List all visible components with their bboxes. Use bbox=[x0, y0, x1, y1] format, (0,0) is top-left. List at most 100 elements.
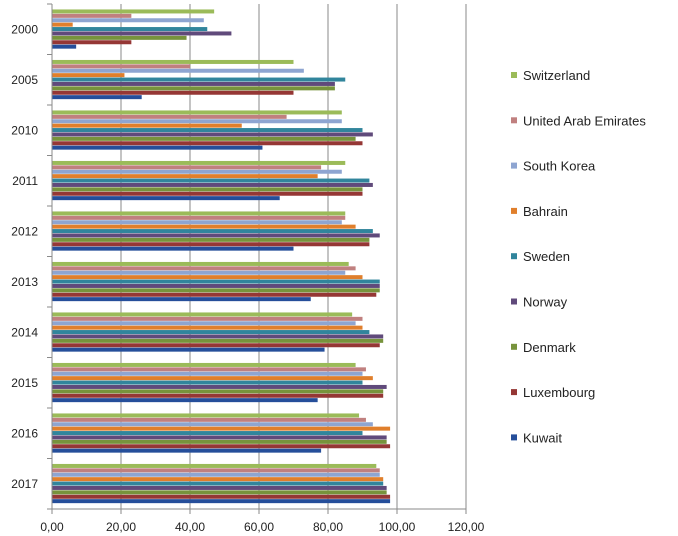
x-tick-label: 0,00 bbox=[40, 520, 64, 534]
legend-swatch bbox=[511, 343, 517, 350]
bar bbox=[52, 413, 360, 418]
bar bbox=[52, 145, 263, 150]
bar bbox=[52, 229, 373, 234]
legend-swatch bbox=[511, 253, 517, 260]
bar bbox=[52, 242, 370, 247]
bar bbox=[52, 35, 187, 40]
bar bbox=[52, 266, 356, 271]
bar bbox=[52, 325, 363, 330]
bar bbox=[52, 95, 142, 100]
bar bbox=[52, 321, 356, 326]
bar bbox=[52, 27, 208, 32]
bar bbox=[52, 123, 242, 128]
bars-group bbox=[52, 9, 391, 504]
bar bbox=[52, 485, 387, 490]
bar bbox=[52, 160, 346, 165]
bar bbox=[52, 343, 380, 348]
x-tick-label: 20,00 bbox=[106, 520, 136, 534]
axes-group: 0,00 20,00 40,00 60,00 80,00 100,00 120,00 2000… bbox=[11, 3, 485, 534]
bar bbox=[52, 59, 294, 64]
legend-label: South Korea bbox=[523, 159, 596, 174]
bar bbox=[52, 422, 373, 427]
legend-swatch bbox=[511, 162, 517, 169]
bar bbox=[52, 220, 342, 225]
bar bbox=[52, 279, 380, 284]
bar bbox=[52, 494, 391, 499]
bar bbox=[52, 371, 363, 376]
bar bbox=[52, 288, 380, 293]
bar bbox=[52, 297, 311, 302]
bar bbox=[52, 110, 342, 115]
bar bbox=[52, 246, 294, 251]
x-tick-label: 60,00 bbox=[244, 520, 274, 534]
legend-swatch bbox=[511, 207, 517, 214]
bar bbox=[52, 211, 346, 216]
bar bbox=[52, 141, 363, 146]
bar bbox=[52, 347, 325, 352]
bar bbox=[52, 367, 366, 372]
bar bbox=[52, 275, 363, 280]
bar bbox=[52, 463, 377, 468]
legend-label: Switzerland bbox=[523, 68, 590, 83]
bar bbox=[52, 13, 132, 18]
bar bbox=[52, 426, 391, 431]
bar bbox=[52, 22, 73, 27]
bar bbox=[52, 444, 391, 449]
bar bbox=[52, 439, 387, 444]
bar bbox=[52, 128, 363, 133]
bar bbox=[52, 393, 384, 398]
category-label: 2005 bbox=[11, 73, 38, 87]
category-label: 2012 bbox=[11, 224, 38, 238]
bar bbox=[52, 81, 335, 86]
bar bbox=[52, 283, 380, 288]
bar bbox=[52, 224, 356, 229]
bar bbox=[52, 40, 132, 45]
bar bbox=[52, 431, 363, 436]
category-label: 2017 bbox=[11, 477, 38, 491]
x-tick-label: 80,00 bbox=[313, 520, 343, 534]
bar bbox=[52, 178, 370, 183]
bar bbox=[52, 477, 384, 482]
bar bbox=[52, 270, 346, 275]
bar bbox=[52, 398, 318, 403]
bar bbox=[52, 384, 387, 389]
legend-swatch bbox=[511, 72, 517, 78]
bar bbox=[52, 174, 318, 179]
bar bbox=[52, 191, 363, 196]
bar bbox=[52, 9, 215, 14]
bar bbox=[52, 196, 280, 201]
bar bbox=[52, 68, 304, 73]
bar bbox=[52, 362, 356, 367]
legend-swatch bbox=[511, 434, 517, 441]
bar bbox=[52, 136, 356, 141]
bar bbox=[52, 448, 322, 453]
bar bbox=[52, 18, 204, 23]
category-label: 2013 bbox=[11, 275, 38, 289]
legend-label: Sweden bbox=[523, 249, 570, 264]
bar bbox=[52, 435, 387, 440]
legend-swatch bbox=[511, 389, 517, 396]
legend-label: Norway bbox=[523, 295, 568, 310]
bar bbox=[52, 417, 366, 422]
bar bbox=[52, 481, 384, 486]
bar bbox=[52, 490, 387, 495]
bar bbox=[52, 77, 346, 82]
category-label: 2010 bbox=[11, 123, 38, 137]
bar bbox=[52, 90, 294, 95]
bar bbox=[52, 330, 370, 335]
bar bbox=[52, 64, 190, 69]
bar bbox=[52, 468, 380, 473]
bar bbox=[52, 182, 373, 187]
x-tick-label: 120,00 bbox=[448, 520, 485, 534]
bar bbox=[52, 376, 373, 381]
bar bbox=[52, 312, 353, 317]
bar bbox=[52, 338, 384, 343]
legend-label: Luxembourg bbox=[523, 385, 595, 400]
legend-swatch bbox=[511, 117, 517, 124]
legend: Switzerland United Arab Emirates South Kor… bbox=[511, 68, 646, 445]
bar bbox=[52, 499, 391, 504]
bar bbox=[52, 114, 287, 119]
bar bbox=[52, 389, 384, 394]
bar bbox=[52, 261, 349, 266]
